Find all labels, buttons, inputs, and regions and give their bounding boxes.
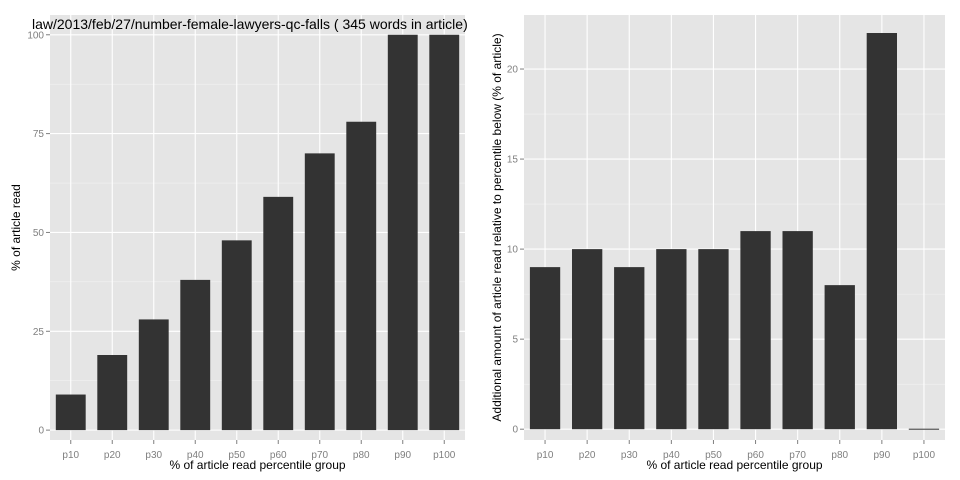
y-tick-label: 0 (512, 425, 518, 436)
chart-title: law/2013/feb/27/number-female-lawyers-qc… (32, 16, 468, 32)
x-axis-title: % of article read percentile group (646, 458, 822, 472)
x-tick-label: p10 (537, 450, 554, 461)
y-tick-label: 0 (38, 426, 44, 437)
x-tick-label: p10 (62, 450, 79, 461)
bar-p60 (740, 231, 771, 430)
y-tick-label: 50 (33, 228, 45, 239)
bar-p60 (263, 196, 294, 431)
bar-p100 (429, 34, 460, 431)
x-tick-label: p90 (874, 450, 891, 461)
x-tick-label: p30 (145, 450, 162, 461)
x-tick-label: p60 (747, 450, 764, 461)
x-tick-label: p100 (433, 450, 456, 461)
y-axis-title: Additional amount of article read relati… (490, 33, 504, 421)
bar-p90 (866, 33, 898, 430)
bar-p10 (55, 394, 86, 431)
chart-percent-read: 0 25 50 75 100 p10 p20 p30 p40 p50 p60 p70 p80 p90 p10… (9, 15, 468, 472)
chart-additional-read: 0 5 10 15 20 p10 p20 p30 p40 p50 p60 p70 p80 p90 p100%… (490, 15, 945, 472)
bar-p80 (346, 121, 377, 431)
bar-p40 (180, 279, 211, 431)
x-tick-label: p70 (311, 450, 328, 461)
x-tick-label: p20 (579, 450, 596, 461)
x-tick-label: p30 (621, 450, 638, 461)
x-tick-label: p50 (228, 450, 245, 461)
x-tick-label: p50 (705, 450, 722, 461)
bar-p70 (304, 153, 335, 431)
x-tick-label: p80 (831, 450, 848, 461)
bar-p50 (221, 240, 252, 431)
bar-p30 (614, 267, 645, 430)
x-tick-label: p20 (104, 450, 121, 461)
bar-p30 (138, 319, 169, 431)
y-tick-label: 15 (507, 155, 519, 166)
y-tick-label: 10 (507, 245, 519, 256)
x-tick-label: p40 (187, 450, 204, 461)
y-tick-label: 75 (33, 129, 45, 140)
x-tick-label: p90 (394, 450, 411, 461)
bar-p100 (908, 428, 940, 430)
bar-p50 (698, 249, 729, 430)
y-tick-label: 25 (33, 327, 45, 338)
bar-p40 (656, 249, 687, 430)
x-tick-label: p80 (353, 450, 370, 461)
y-tick-label: 20 (507, 65, 519, 76)
y-tick-label: 100 (27, 30, 44, 41)
bar-p90 (387, 34, 418, 431)
bar-p20 (97, 355, 128, 431)
x-tick-label: p100 (913, 450, 936, 461)
y-tick-label: 5 (512, 335, 518, 346)
x-axis-title: % of article read percentile group (169, 458, 345, 472)
bar-p10 (529, 267, 561, 430)
bar-p80 (824, 285, 855, 430)
bar-p20 (571, 249, 603, 430)
x-tick-label: p70 (789, 450, 806, 461)
y-axis-title: % of article read (9, 184, 23, 271)
x-tick-label: p40 (663, 450, 680, 461)
x-tick-label: p60 (270, 450, 287, 461)
bar-p70 (782, 231, 813, 430)
